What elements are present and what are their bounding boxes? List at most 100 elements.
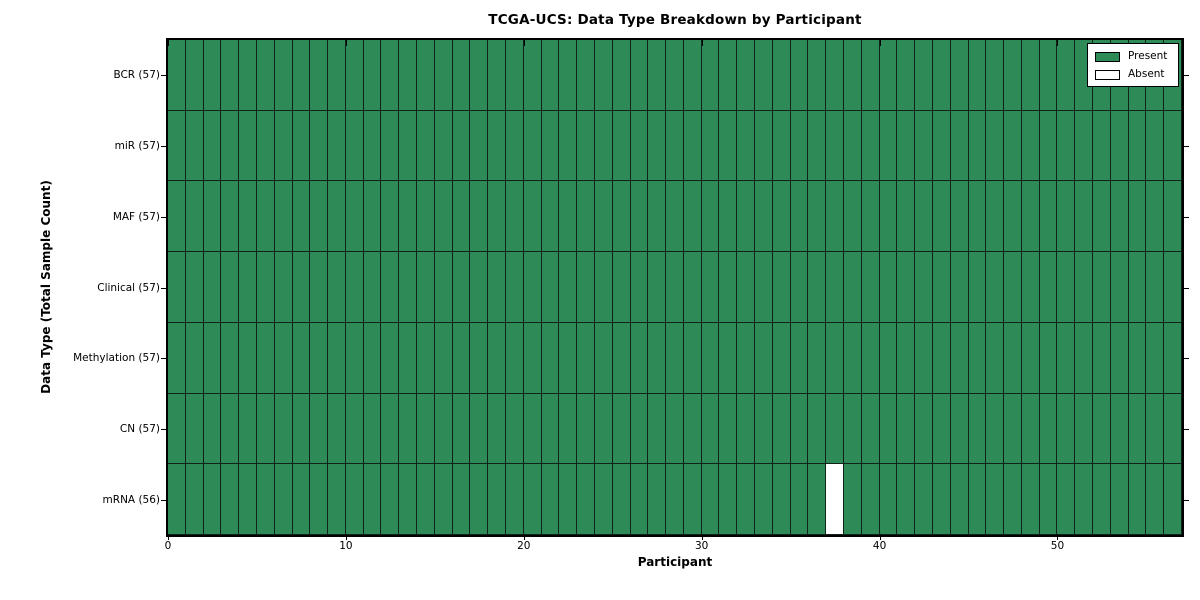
heatmap-cell [808, 252, 827, 322]
heatmap-cell [577, 252, 595, 322]
heatmap-cell [399, 393, 418, 464]
heatmap-cell [1128, 110, 1147, 181]
heatmap-cell [1093, 181, 1111, 252]
heatmap-cell [826, 110, 844, 181]
heatmap-cell [1128, 393, 1147, 464]
heatmap-cell [1093, 322, 1111, 393]
heatmap-cell [826, 181, 844, 252]
x-axis-title: Participant [637, 555, 713, 569]
heatmap-cell [612, 110, 631, 181]
heatmap-cell [506, 464, 524, 534]
heatmap-cell [701, 40, 720, 110]
heatmap-cell [879, 181, 898, 252]
y-tick-label: Clinical (57) [97, 281, 160, 294]
heatmap-cell [879, 322, 898, 393]
heatmap-cell [648, 110, 667, 181]
heatmap-cell [239, 464, 257, 534]
heatmap-cell [986, 40, 1005, 110]
heatmap-cell [541, 181, 560, 252]
heatmap-cell [737, 181, 756, 252]
heatmap-cell [1004, 464, 1022, 534]
x-tick-mark [879, 40, 881, 46]
heatmap-cell [434, 464, 453, 534]
heatmap-cell [612, 40, 631, 110]
x-tick-label: 20 [517, 540, 531, 552]
heatmap-cell [577, 40, 595, 110]
heatmap-cell [541, 110, 560, 181]
heatmap-cell [683, 393, 702, 464]
heatmap-cell [345, 181, 364, 252]
heatmap-cell [274, 181, 293, 252]
heatmap-cell [879, 252, 898, 322]
heatmap-cell [861, 181, 880, 252]
heatmap-cell [506, 40, 524, 110]
heatmap-cell [950, 252, 969, 322]
heatmap-cell [1039, 322, 1058, 393]
heatmap-cell [168, 252, 186, 322]
heatmap-cell [986, 464, 1005, 534]
heatmap-cell [1021, 181, 1040, 252]
heatmap-cell [1075, 464, 1094, 534]
heatmap-cell [1164, 252, 1182, 322]
heatmap-cell [221, 393, 240, 464]
heatmap-cell [915, 252, 933, 322]
heatmap-cell [915, 40, 933, 110]
heatmap-cell [968, 322, 987, 393]
heatmap-cell [861, 252, 880, 322]
heatmap-cell [1004, 322, 1022, 393]
heatmap-cell [470, 181, 489, 252]
heatmap-cell [772, 252, 791, 322]
legend-item-absent: Absent [1095, 68, 1165, 81]
heatmap-cell [523, 252, 542, 322]
heatmap-cell [274, 464, 293, 534]
present-swatch [1095, 51, 1120, 62]
heatmap-cell [844, 40, 862, 110]
heatmap-cell [1075, 393, 1094, 464]
heatmap-cell [434, 393, 453, 464]
y-tick-label: Methylation (57) [73, 352, 160, 365]
heatmap-cell [826, 252, 844, 322]
heatmap-cell [470, 322, 489, 393]
heatmap-cell [1021, 110, 1040, 181]
heatmap-cell [719, 40, 738, 110]
heatmap-cell [683, 110, 702, 181]
heatmap-cell [328, 181, 346, 252]
x-tick-mark [1057, 40, 1059, 46]
heatmap-cell [683, 322, 702, 393]
heatmap-cell [559, 181, 578, 252]
legend-item-present: Present [1095, 50, 1167, 63]
heatmap-cell [168, 181, 186, 252]
heatmap-cell [594, 252, 613, 322]
heatmap-cell [1128, 322, 1147, 393]
heatmap-cell [488, 393, 506, 464]
heatmap-cell [221, 322, 240, 393]
heatmap-cell [932, 322, 951, 393]
heatmap-cell [666, 252, 684, 322]
heatmap-cell [417, 252, 435, 322]
y-tick-mark [1182, 75, 1189, 77]
heatmap-cell [1146, 393, 1165, 464]
heatmap-cell [292, 110, 311, 181]
heatmap-cell [737, 40, 756, 110]
heatmap-cell [381, 464, 400, 534]
heatmap-cell [292, 252, 311, 322]
heatmap-cell [488, 322, 506, 393]
heatmap-cell [1075, 181, 1094, 252]
heatmap-cell [861, 110, 880, 181]
heatmap-cell [932, 464, 951, 534]
heatmap-cell [1110, 393, 1129, 464]
heatmap-cell [1093, 252, 1111, 322]
heatmap-cell [1164, 322, 1182, 393]
heatmap-cell [594, 322, 613, 393]
heatmap-cell [1075, 322, 1094, 393]
heatmap-cell [310, 181, 329, 252]
heatmap-row [168, 252, 1182, 323]
heatmap-cell [630, 252, 649, 322]
heatmap-cell [523, 393, 542, 464]
x-tick-mark [345, 534, 347, 540]
legend-label-present: Present [1128, 50, 1168, 62]
heatmap-cell [879, 40, 898, 110]
heatmap-cell [506, 110, 524, 181]
heatmap-cell [986, 181, 1005, 252]
